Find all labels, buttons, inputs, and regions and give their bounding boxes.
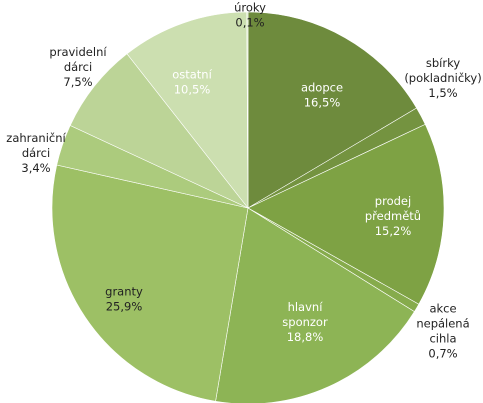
slice-label: ostatní 10,5% (172, 68, 212, 97)
pie-slice (247, 11, 418, 209)
slice-value-label: 16,5% (304, 96, 341, 110)
slice-name-label: granty (105, 285, 143, 299)
slice-label: zahraniční dárci 3,4% (6, 131, 66, 175)
slice-value-label: 0,1% (235, 16, 264, 30)
slice-name-label: nepálená (416, 317, 469, 331)
slice-value-label: 0,7% (428, 347, 457, 361)
slice-label: sbírky (pokladničky) 1,5% (404, 56, 481, 100)
slice-value-label: 3,4% (21, 161, 50, 175)
slice-name-label: hlavní (288, 300, 324, 314)
pie-slice (126, 11, 249, 209)
slice-name-label: prodej (375, 194, 411, 208)
slice-name-label: zahraniční (6, 131, 66, 145)
slice-name-label: adopce (301, 81, 343, 95)
slice-name-label: pravidelní (49, 45, 107, 59)
slice-name-label: sponzor (282, 315, 328, 329)
slice-name-label: (pokladničky) (404, 71, 481, 85)
slice-label: granty 25,9% (105, 285, 143, 314)
slice-name-label: předmětů (365, 209, 421, 223)
slice-name-label: ostatní (172, 68, 212, 82)
pie-slice (51, 164, 249, 402)
slice-name-label: cihla (429, 332, 456, 346)
slice-value-label: 15,2% (375, 224, 412, 238)
slice-label: akce nepálená cihla 0,7% (416, 302, 469, 361)
slice-value-label: 1,5% (428, 86, 457, 100)
slice-value-label: 18,8% (287, 330, 324, 344)
slice-label: úroky 0,1% (234, 1, 266, 30)
slice-label: hlavní sponzor 18,8% (282, 300, 328, 344)
slice-value-label: 25,9% (106, 300, 143, 314)
slice-name-label: akce (429, 302, 456, 316)
slice-name-label: úroky (234, 1, 266, 15)
pie-slice (247, 123, 445, 305)
slice-name-label: dárci (22, 146, 50, 160)
slice-name-label: dárci (64, 60, 92, 74)
slice-name-label: sbírky (426, 56, 460, 70)
slice-label: prodej předmětů 15,2% (365, 194, 421, 238)
pie-slice (246, 11, 249, 209)
slice-value-label: 10,5% (174, 83, 211, 97)
slice-label: adopce 16,5% (301, 81, 343, 110)
slice-value-label: 7,5% (63, 75, 92, 89)
pie-slice (215, 207, 415, 403)
slice-label: pravidelní dárci 7,5% (49, 45, 107, 89)
